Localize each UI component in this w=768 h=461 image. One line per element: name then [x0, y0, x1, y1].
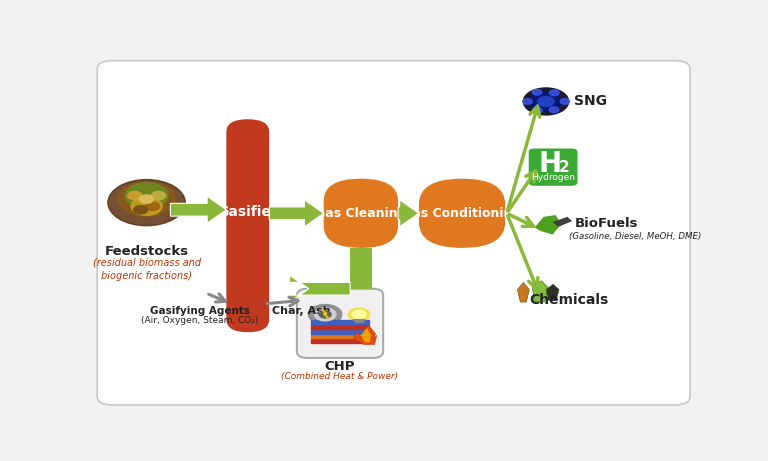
Circle shape	[131, 197, 162, 215]
Circle shape	[549, 107, 559, 112]
Circle shape	[118, 182, 176, 216]
Polygon shape	[290, 275, 350, 302]
Text: (Combined Heat & Power): (Combined Heat & Power)	[281, 372, 399, 381]
Circle shape	[531, 92, 561, 111]
Circle shape	[314, 308, 336, 321]
Circle shape	[532, 107, 542, 113]
Text: (Gasoline, Diesel, MeOH, DME): (Gasoline, Diesel, MeOH, DME)	[569, 232, 701, 241]
Polygon shape	[398, 200, 419, 227]
Polygon shape	[532, 281, 548, 302]
Bar	[312, 325, 369, 329]
Text: Gasifying Agents: Gasifying Agents	[151, 306, 250, 316]
Bar	[312, 334, 369, 338]
Text: Hydrogen: Hydrogen	[531, 173, 575, 182]
Polygon shape	[361, 328, 371, 342]
Circle shape	[108, 179, 185, 226]
Polygon shape	[353, 325, 377, 345]
Text: Chemicals: Chemicals	[530, 293, 609, 307]
Text: (Air, Oxygen, Steam, CO₂): (Air, Oxygen, Steam, CO₂)	[141, 316, 259, 325]
Circle shape	[538, 96, 554, 106]
Text: H: H	[538, 150, 561, 178]
FancyBboxPatch shape	[227, 119, 270, 332]
Polygon shape	[535, 215, 561, 235]
Bar	[312, 330, 369, 334]
Circle shape	[151, 191, 165, 200]
Polygon shape	[518, 283, 529, 302]
Circle shape	[146, 202, 160, 210]
Polygon shape	[552, 217, 572, 227]
Text: SNG: SNG	[574, 95, 607, 108]
Bar	[312, 339, 369, 343]
Text: Char, Ash: Char, Ash	[272, 306, 331, 316]
Circle shape	[561, 99, 570, 104]
Polygon shape	[170, 196, 227, 223]
Circle shape	[127, 191, 141, 200]
FancyBboxPatch shape	[419, 179, 505, 248]
Circle shape	[309, 305, 342, 325]
Circle shape	[550, 90, 559, 96]
Circle shape	[352, 310, 366, 319]
Polygon shape	[350, 248, 372, 289]
Text: BioFuels: BioFuels	[575, 218, 639, 230]
FancyBboxPatch shape	[528, 148, 578, 186]
FancyBboxPatch shape	[323, 179, 398, 248]
Circle shape	[134, 206, 147, 214]
Circle shape	[532, 89, 541, 95]
Text: 2: 2	[558, 160, 569, 175]
Text: Feedstocks: Feedstocks	[104, 245, 189, 258]
Polygon shape	[546, 284, 559, 300]
FancyBboxPatch shape	[98, 61, 690, 405]
Text: (residual biomass and
biogenic fractions): (residual biomass and biogenic fractions…	[92, 258, 200, 281]
Circle shape	[319, 311, 331, 318]
Text: Gas Cleaning: Gas Cleaning	[315, 207, 406, 220]
Circle shape	[140, 195, 154, 203]
Polygon shape	[270, 200, 323, 227]
Circle shape	[523, 99, 532, 104]
Text: CHP: CHP	[325, 360, 356, 373]
Circle shape	[523, 88, 568, 115]
Text: Gas Conditioning: Gas Conditioning	[402, 207, 521, 220]
FancyBboxPatch shape	[297, 289, 383, 358]
Text: Gasifier: Gasifier	[217, 205, 278, 219]
Circle shape	[125, 183, 168, 208]
Bar	[312, 320, 369, 325]
Circle shape	[349, 308, 369, 321]
